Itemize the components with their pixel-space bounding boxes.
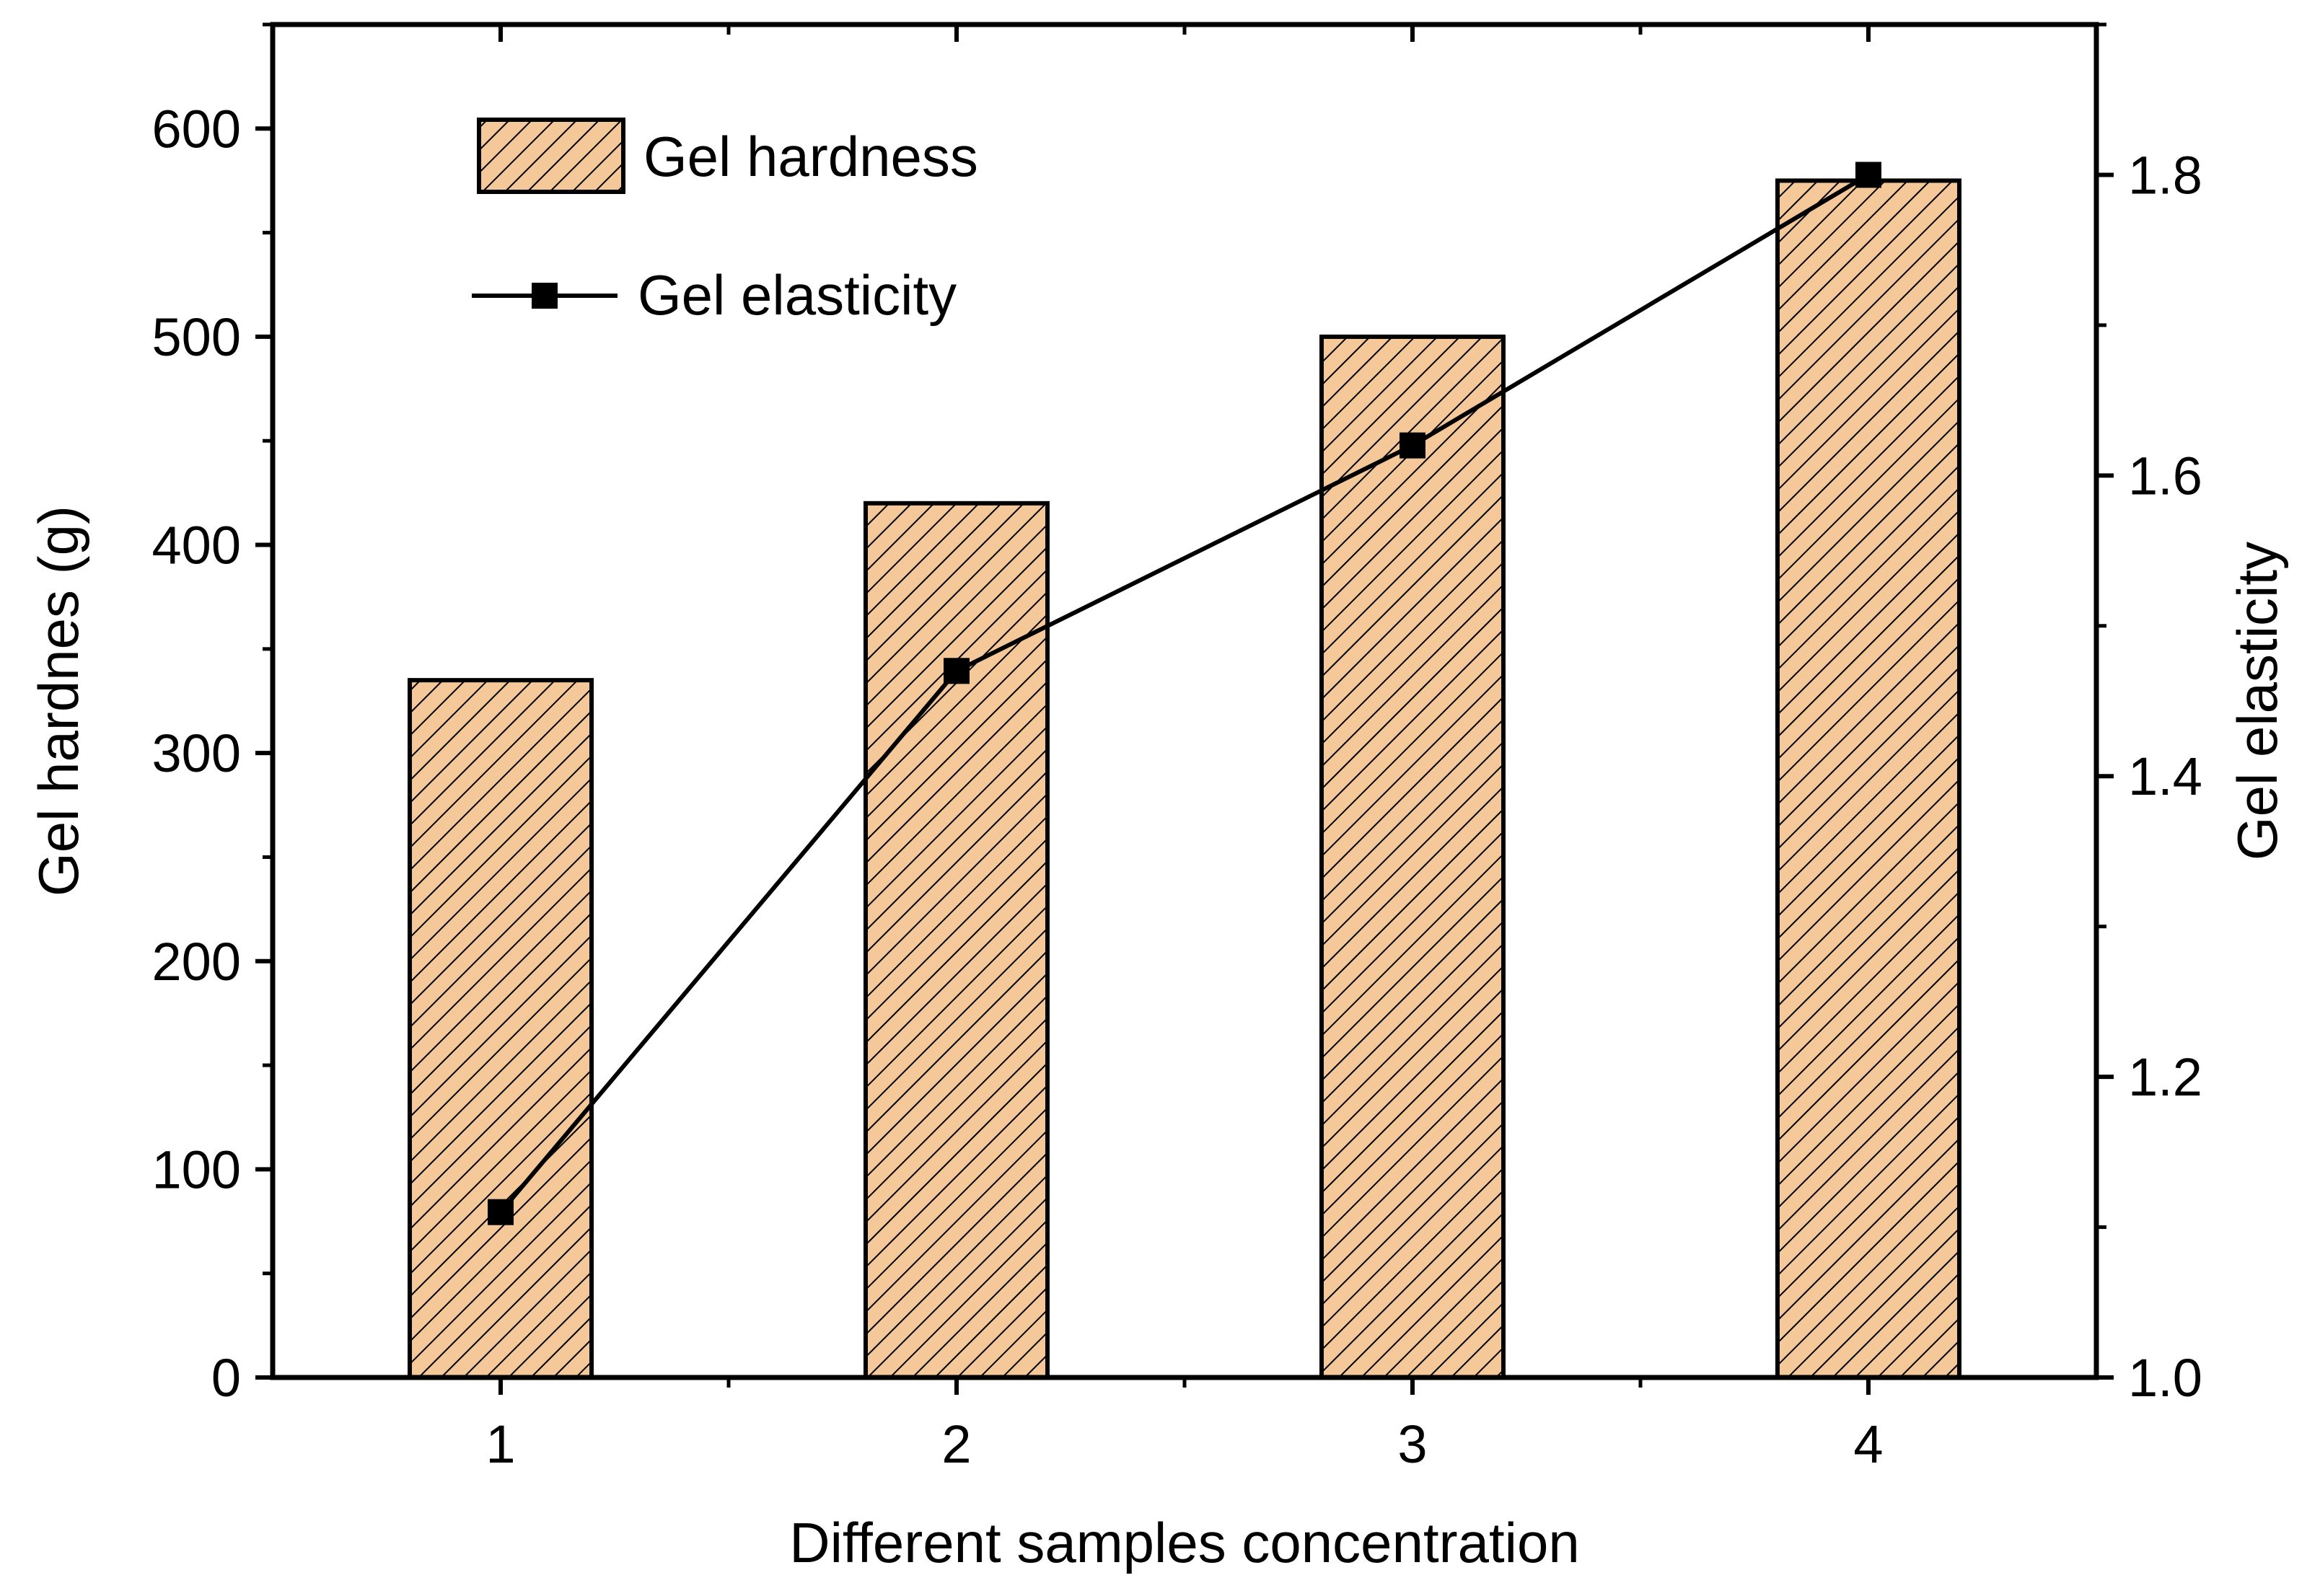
y-left-tick-label: 200	[152, 932, 241, 992]
y-right-tick-label: 1.2	[2128, 1047, 2202, 1107]
y-right-tick-label: 1.0	[2128, 1348, 2202, 1408]
y-left-tick-label: 300	[152, 723, 241, 783]
axis-titles-layer: Different samples concentration Gel hardn…	[27, 506, 2289, 1574]
y-right-tick-label: 1.4	[2128, 746, 2202, 806]
y-right-tick-label: 1.8	[2128, 145, 2202, 205]
y-left-tick-label: 400	[152, 516, 241, 576]
y-left-tick-label: 100	[152, 1139, 241, 1199]
legend: Gel hardness Gel elasticity	[472, 118, 978, 327]
line-series-layer	[488, 162, 1881, 1225]
x-tick-label: 2	[941, 1414, 971, 1474]
ticks-layer: 1 2 3 4 0 100 200 300 400 500 600 1.0 1.2 1.4 1.6 1.8	[152, 22, 2202, 1474]
bar-gel-hardness-1	[408, 678, 594, 1380]
legend-marker-gel-elasticity	[532, 283, 558, 309]
x-tick-label: 1	[485, 1414, 515, 1474]
line-gel-elasticity	[498, 172, 1870, 1214]
y-right-axis-title: Gel elasticity	[2225, 542, 2289, 860]
bar-gel-hardness-3	[1319, 334, 1506, 1380]
x-tick-label: 3	[1397, 1414, 1427, 1474]
bars-layer	[408, 178, 1961, 1380]
y-left-tick-label: 0	[211, 1348, 241, 1408]
marker-gel-elasticity-2	[944, 658, 970, 684]
legend-label-gel-elasticity: Gel elasticity	[638, 263, 957, 327]
y-left-tick-label: 600	[152, 99, 241, 159]
bar-gel-hardness-2	[864, 501, 1050, 1380]
y-left-axis-title: Gel hardnes (g)	[27, 506, 90, 896]
legend-swatch-gel-hardness	[477, 118, 625, 194]
y-right-tick-label: 1.6	[2128, 446, 2202, 506]
x-axis-title: Different samples concentration	[789, 1511, 1579, 1574]
x-tick-label: 4	[1853, 1414, 1883, 1474]
y-left-tick-label: 500	[152, 307, 241, 367]
marker-gel-elasticity-3	[1400, 432, 1425, 459]
marker-gel-elasticity-4	[1855, 162, 1881, 188]
marker-gel-elasticity-1	[488, 1199, 514, 1225]
bar-gel-hardness-4	[1775, 178, 1961, 1380]
legend-label-gel-hardness: Gel hardness	[643, 125, 978, 188]
